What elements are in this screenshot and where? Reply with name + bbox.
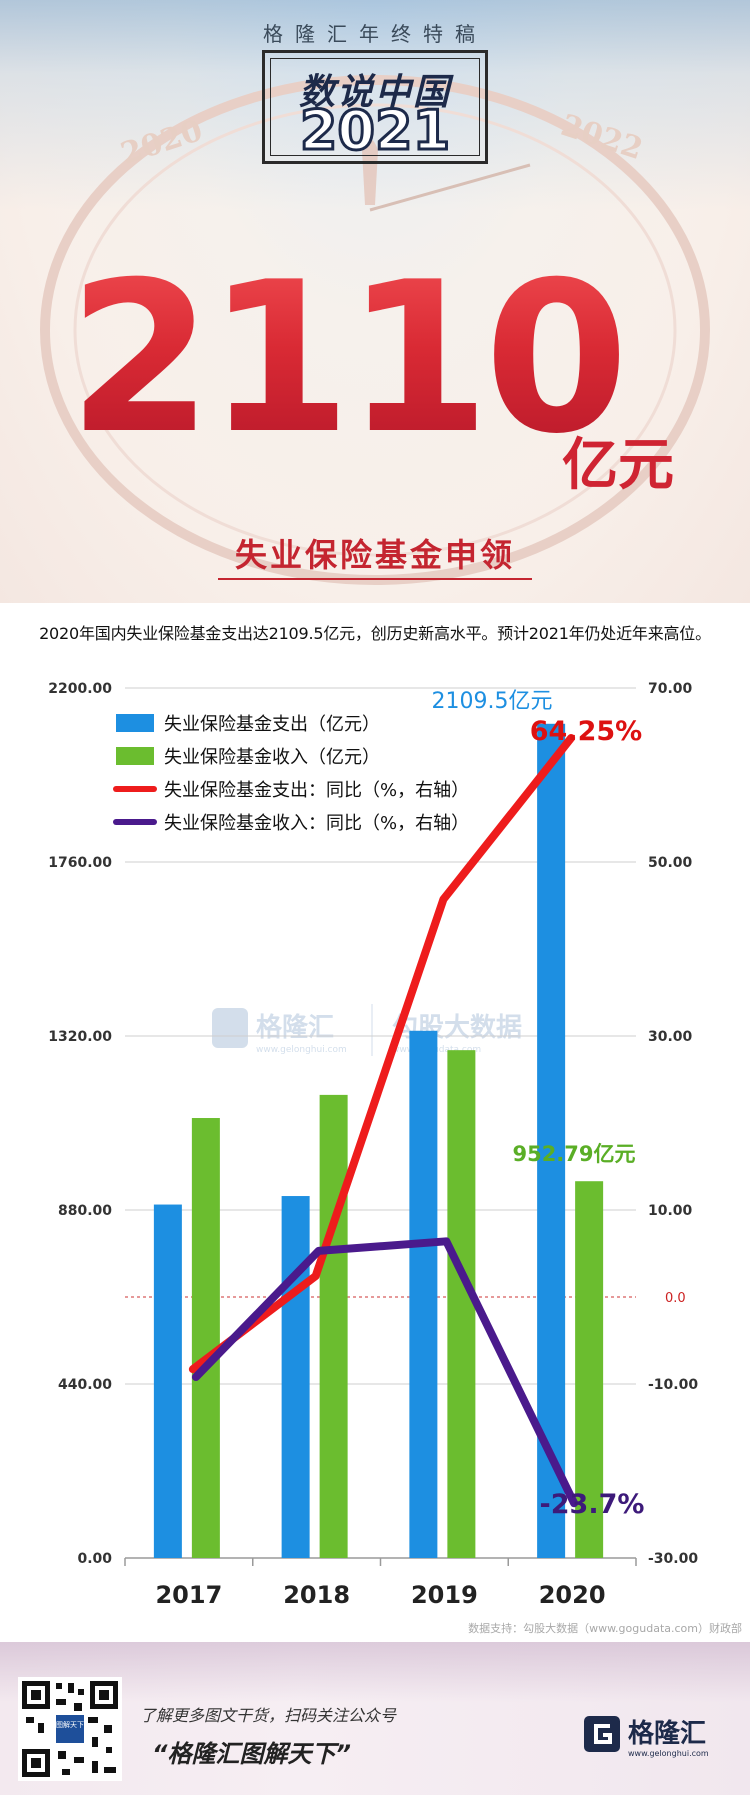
income-bar [575, 1181, 604, 1558]
gelonghui-logo-icon [212, 1008, 248, 1048]
legend-label: 失业保险基金收入（亿元） [164, 747, 380, 768]
qr-badge-text: 图解天下 [56, 1720, 84, 1729]
x-tick-label: 2017 [155, 1581, 222, 1609]
source-note: 数据支持：勾股大数据（www.gogudata.com）财政部 [468, 1622, 742, 1635]
qr-code-icon: 图解天下 [18, 1677, 122, 1781]
y-left-tick-label: 1760.00 [48, 855, 112, 871]
y-left-tick-label: 2200.00 [48, 681, 112, 697]
y-right-tick-label: -30.00 [648, 1551, 698, 1567]
gelonghui-logo: 格隆汇 www.gelonghui.com [584, 1716, 709, 1758]
income-bar [319, 1094, 348, 1558]
watermark-left-name: 格隆汇 [256, 1012, 334, 1043]
legend-label: 失业保险基金支出：同比（%，右轴） [164, 780, 469, 801]
expense-bar [281, 1196, 310, 1558]
y-right-tick-label: 10.00 [648, 1203, 693, 1219]
income-bar [191, 1118, 220, 1558]
footer: 图解天下 了解更多图文干货，扫码关注公众号 “格隆汇图解天下” 格隆汇 www.… [0, 1642, 750, 1795]
expense-bar [153, 1204, 182, 1558]
title-cn: 数说中国 [298, 71, 451, 113]
y-right-tick-label: 70.00 [648, 681, 693, 697]
income-yoy-line [191, 1237, 579, 1508]
x-tick-label: 2020 [539, 1581, 606, 1609]
legend-label: 失业保险基金支出（亿元） [164, 714, 380, 735]
summary-text: 2020年国内失业保险基金支出达2109.5亿元，创历史新高水平。预计2021年… [39, 624, 711, 643]
header-banner: 格隆汇年终特稿 数说中国 2021 2020 2022 2110 亿元 失业保险… [0, 0, 750, 603]
headline: 失业保险基金申领 [234, 536, 515, 574]
expense-bar [409, 1030, 438, 1558]
headline-underline [218, 578, 532, 580]
y-left-tick-label: 440.00 [58, 1377, 112, 1393]
y-right-tick-label: 50.00 [648, 855, 693, 871]
footer-logo-name: 格隆汇 [628, 1718, 706, 1749]
gelonghui-logo-icon [584, 1716, 620, 1752]
watermark-left-url: www.gelonghui.com [256, 1045, 347, 1055]
x-tick-label: 2018 [283, 1581, 350, 1609]
title-year: 2021 [298, 99, 451, 162]
annotation-income-2020: 952.79亿元 [512, 1142, 635, 1166]
x-tick-label: 2019 [411, 1581, 478, 1609]
income-bar [447, 1050, 476, 1558]
y-left-tick-label: 1320.00 [48, 1029, 112, 1045]
footer-line1: 了解更多图文干货，扫码关注公众号 [140, 1706, 397, 1725]
title-box: 数说中国 2021 [262, 50, 488, 164]
footer-line2: “格隆汇图解天下” [152, 1740, 351, 1768]
legend-label: 失业保险基金收入：同比（%，右轴） [164, 813, 469, 834]
series-title: 格隆汇年终特稿 [263, 22, 487, 46]
big-unit: 亿元 [562, 433, 674, 498]
legend-swatch [116, 747, 154, 765]
footer-logo-url: www.gelonghui.com [628, 1749, 709, 1758]
y-right-tick-label: 30.00 [648, 1029, 693, 1045]
annotation-expense-2020: 2109.5亿元 [432, 689, 553, 714]
y-right-tick-label: -10.00 [648, 1377, 698, 1393]
chart: 0.00 440.00 880.00 1320.00 1760.00 2200.00 -30… [48, 681, 698, 1609]
annotation-income-yoy-2020: -23.7% [540, 1489, 645, 1520]
annotation-expense-yoy-2020: 64.25% [530, 716, 642, 747]
clock-face-decoration [40, 75, 710, 585]
y-left-tick-label: 0.00 [77, 1551, 112, 1567]
zero-label: 0.0 [665, 1291, 686, 1306]
legend-swatch [116, 714, 154, 732]
big-number: 2110 [68, 238, 629, 480]
expense-bar [537, 723, 566, 1558]
y-left-tick-label: 880.00 [58, 1203, 112, 1219]
